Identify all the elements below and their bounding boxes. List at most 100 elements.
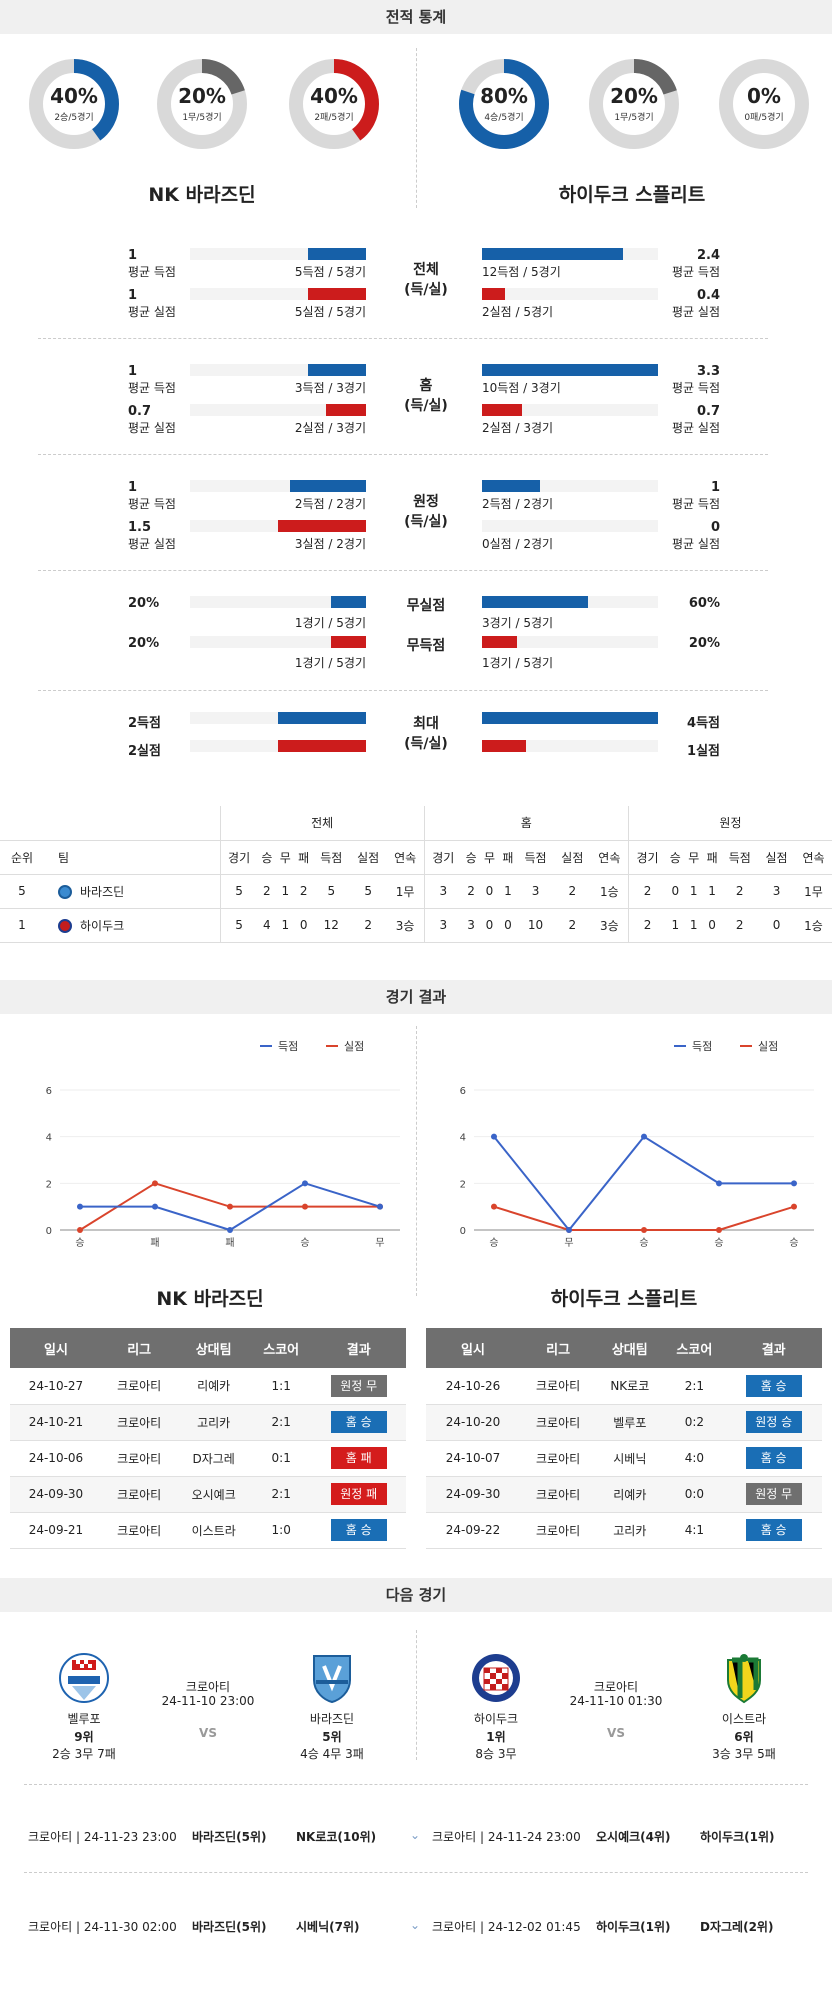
next-right-home-name: 하이두크 — [473, 1712, 519, 1726]
section-header-next: 다음 경기 — [0, 1578, 832, 1612]
y-tick-label: 0 — [460, 1226, 466, 1237]
results-col-header: 결과 — [311, 1328, 406, 1368]
next-right-home-rank: 1위 — [486, 1730, 506, 1744]
donut-subtext: 2승/5경기 — [54, 113, 94, 123]
donut-3: 80% 4승/5경기 — [458, 58, 550, 150]
result-badge: 홈 승 — [745, 1447, 802, 1469]
standings-cell: 1승 — [804, 918, 823, 933]
home-team-title-2: NK 바라즈딘 — [156, 1288, 264, 1310]
series-line — [493, 1205, 795, 1231]
donut-4: 20% 1무/5경기 — [588, 58, 680, 150]
team-cell: 하이두크 — [44, 908, 220, 942]
next-left-league: 크로아티 — [185, 1680, 231, 1694]
result-score: 2:1 — [663, 1368, 726, 1405]
right-ga-note: 2실점 / 5경기 — [482, 305, 554, 319]
y-tick-label: 4 — [46, 1133, 52, 1144]
table-row: 24-10-27 크로아티 리예카 1:1 원정 무 — [10, 1368, 406, 1405]
team-crest-icon — [58, 885, 72, 899]
table-row: 24-10-21 크로아티 고리카 2:1 홈 승 — [10, 1404, 406, 1441]
table-row: 5 바라즈딘 5 2 1 2 5 5 1무 3 2 0 1 3 2 1승 2 0 1 1 2 3 1무 — [0, 874, 832, 908]
next-left-home-record: 2승 3무 7패 — [52, 1747, 116, 1761]
right-gf-bar — [482, 364, 658, 376]
result-league: 크로아티 — [519, 1440, 597, 1477]
left-max-ga-bar — [278, 740, 366, 752]
x-tick-label: 승 — [639, 1237, 648, 1249]
result-opp: 고리카 — [176, 1404, 251, 1441]
result-opp: 고리카 — [596, 1512, 664, 1549]
left-gf-note: 2득점 / 2경기 — [294, 497, 366, 511]
right-ga-value: 0.7 — [696, 404, 720, 419]
left-ga-bar — [278, 520, 366, 532]
failed-to-score-label: 무득점 — [406, 638, 446, 654]
left-cs-bar-track — [190, 596, 366, 608]
standings-cell: 10 — [527, 918, 544, 932]
x-tick-label: 무 — [564, 1238, 573, 1249]
standings-cell: 12 — [323, 918, 339, 932]
fixture-right-team1: 오시예크(4위) — [596, 1830, 671, 1844]
standings-cell: 2 — [568, 884, 577, 898]
standings-cell: 1 — [504, 884, 512, 898]
right-gf-bar — [482, 480, 540, 492]
right-fts-value: 20% — [688, 636, 720, 651]
standings-cell: 0 — [504, 918, 512, 932]
right-gf-note: 12득점 / 5경기 — [482, 265, 561, 279]
donut-percent: 20% — [178, 84, 226, 108]
result-badge: 홈 승 — [745, 1519, 802, 1541]
crest-varazdin-opp-icon — [58, 1652, 110, 1704]
right-ga-note: 2실점 / 3경기 — [482, 421, 554, 435]
donut-subtext: 1무/5경기 — [614, 113, 654, 123]
standings-cell: 1무 — [395, 884, 415, 899]
right-ga-label: 평균 실점 — [672, 537, 720, 551]
standings-cell: 0 — [485, 918, 494, 932]
standings-col-header: 연속 — [598, 850, 621, 865]
next-right-vs: VS — [607, 1726, 625, 1740]
crest-istra-icon — [718, 1652, 770, 1704]
compare-sublabel: (득/실) — [404, 282, 448, 298]
result-badge-cell: 홈 승 — [311, 1512, 406, 1549]
standings-cell: 5 — [327, 884, 336, 898]
standings-cell: 0 — [299, 918, 308, 932]
standings-cell: 1무 — [804, 884, 823, 899]
right-ga-value: 0 — [710, 520, 720, 535]
standings-cell: 3 — [772, 884, 781, 898]
result-badge: 홈 승 — [330, 1411, 387, 1433]
left-ga-value: 0.7 — [128, 404, 152, 419]
standings-col-header: 경기 — [627, 840, 667, 874]
result-league: 크로아티 — [519, 1512, 597, 1549]
crest-hajduk-icon — [470, 1652, 522, 1704]
results-col-header: 리그 — [519, 1328, 597, 1368]
donut-percent: 40% — [50, 84, 98, 108]
fixture-left-team1: 바라즈딘(5위) — [192, 1830, 267, 1844]
left-cs-note: 1경기 / 5경기 — [294, 616, 366, 630]
left-max-gf-bar — [278, 712, 366, 724]
result-league: 크로아티 — [519, 1476, 597, 1513]
compare-sublabel: (득/실) — [404, 514, 448, 530]
standings-col-header: 득점 — [320, 850, 343, 865]
standings-cell: 1 — [689, 918, 698, 932]
donut-ring — [289, 59, 379, 149]
standings-col-header: 승 — [261, 850, 273, 865]
left-gf-label: 평균 득점 — [128, 265, 176, 279]
donut-percent: 40% — [310, 84, 358, 108]
data-point — [566, 1227, 572, 1233]
table-row: 24-09-22 크로아티 고리카 4:1 홈 승 — [426, 1512, 822, 1549]
next-left-vs: VS — [199, 1726, 217, 1740]
left-fts-bar-track — [190, 636, 366, 648]
standings-col-header: 패 — [706, 850, 718, 865]
right-ga-value: 0.4 — [696, 288, 720, 303]
team-name: 하이두크 — [80, 918, 125, 933]
data-point — [227, 1203, 233, 1210]
right-ga-bar — [482, 404, 522, 416]
section-header-results: 경기 결과 — [0, 980, 832, 1014]
left-gf-label: 평균 득점 — [128, 497, 176, 511]
result-league: 크로아티 — [519, 1404, 597, 1441]
right-gf-value: 1 — [710, 480, 720, 495]
left-ga-bar-track — [190, 404, 366, 416]
result-opp: 시베닉 — [596, 1440, 664, 1477]
left-cs-value: 20% — [128, 596, 160, 611]
next-left-home-name: 벨루포 — [67, 1712, 101, 1726]
x-tick-label: 승 — [75, 1237, 84, 1249]
away-team-title: 하이두크 스플리트 — [558, 184, 706, 206]
table-row: 24-10-26 크로아티 NK로코 2:1 홈 승 — [426, 1368, 822, 1405]
standings-col-header: 경기 — [423, 840, 462, 874]
